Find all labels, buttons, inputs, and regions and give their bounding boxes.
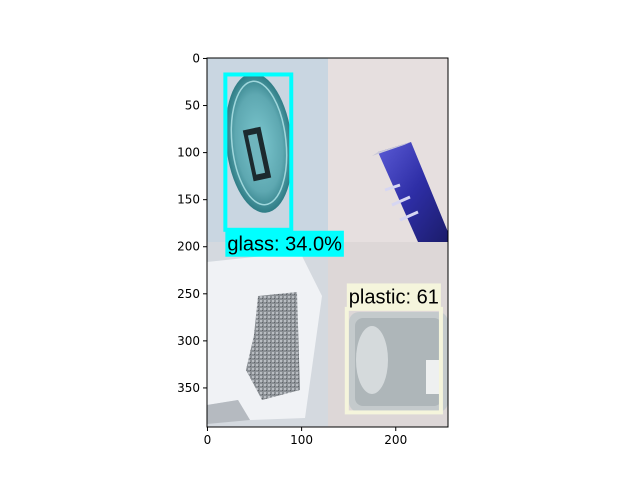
x-tick-label: 0 (204, 433, 212, 447)
foil-paper-photo (207, 242, 328, 427)
x-axis: 0 100 200 (204, 427, 407, 447)
detection-label: glass: 34.0% (227, 234, 342, 256)
y-tick-label: 200 (177, 240, 200, 254)
axes-frame (206, 57, 449, 428)
y-axis: 0 50 100 150 200 250 300 350 (177, 51, 207, 395)
x-tick-label: 200 (384, 433, 407, 447)
axes: glass: 34.0% plastic: 61 0 100 200 0 50 100 15… (177, 51, 449, 447)
detection-label-background (225, 230, 344, 257)
y-tick-label: 100 (177, 146, 200, 160)
detection-label-background (346, 283, 441, 310)
y-tick-label: 150 (177, 193, 200, 207)
y-tick-label: 350 (177, 381, 200, 395)
detection-box (223, 72, 294, 232)
blue-can-photo (328, 58, 448, 242)
y-tick-label: 50 (185, 99, 200, 113)
y-tick-label: 300 (177, 334, 200, 348)
detection-label: plastic: 61 (349, 286, 439, 308)
y-tick-label: 250 (177, 287, 200, 301)
x-tick-label: 100 (290, 433, 313, 447)
y-tick-label: 0 (192, 51, 200, 65)
detection-overlays: glass: 34.0% plastic: 61 (223, 72, 443, 415)
